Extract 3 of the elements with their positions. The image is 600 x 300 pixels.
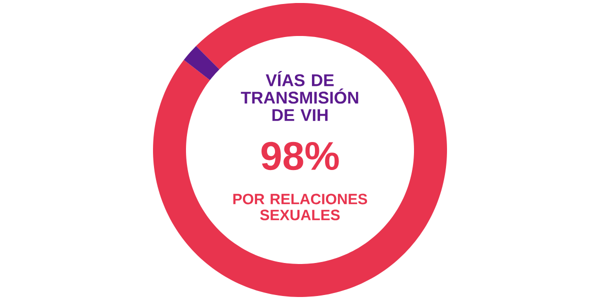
- slice-label: POR RELACIONES SEXUALES: [233, 194, 368, 220]
- text: VÍAS DE TRANSMISIÓN DE VIH: [240, 71, 358, 121]
- data-label: 98%: [262, 142, 339, 170]
